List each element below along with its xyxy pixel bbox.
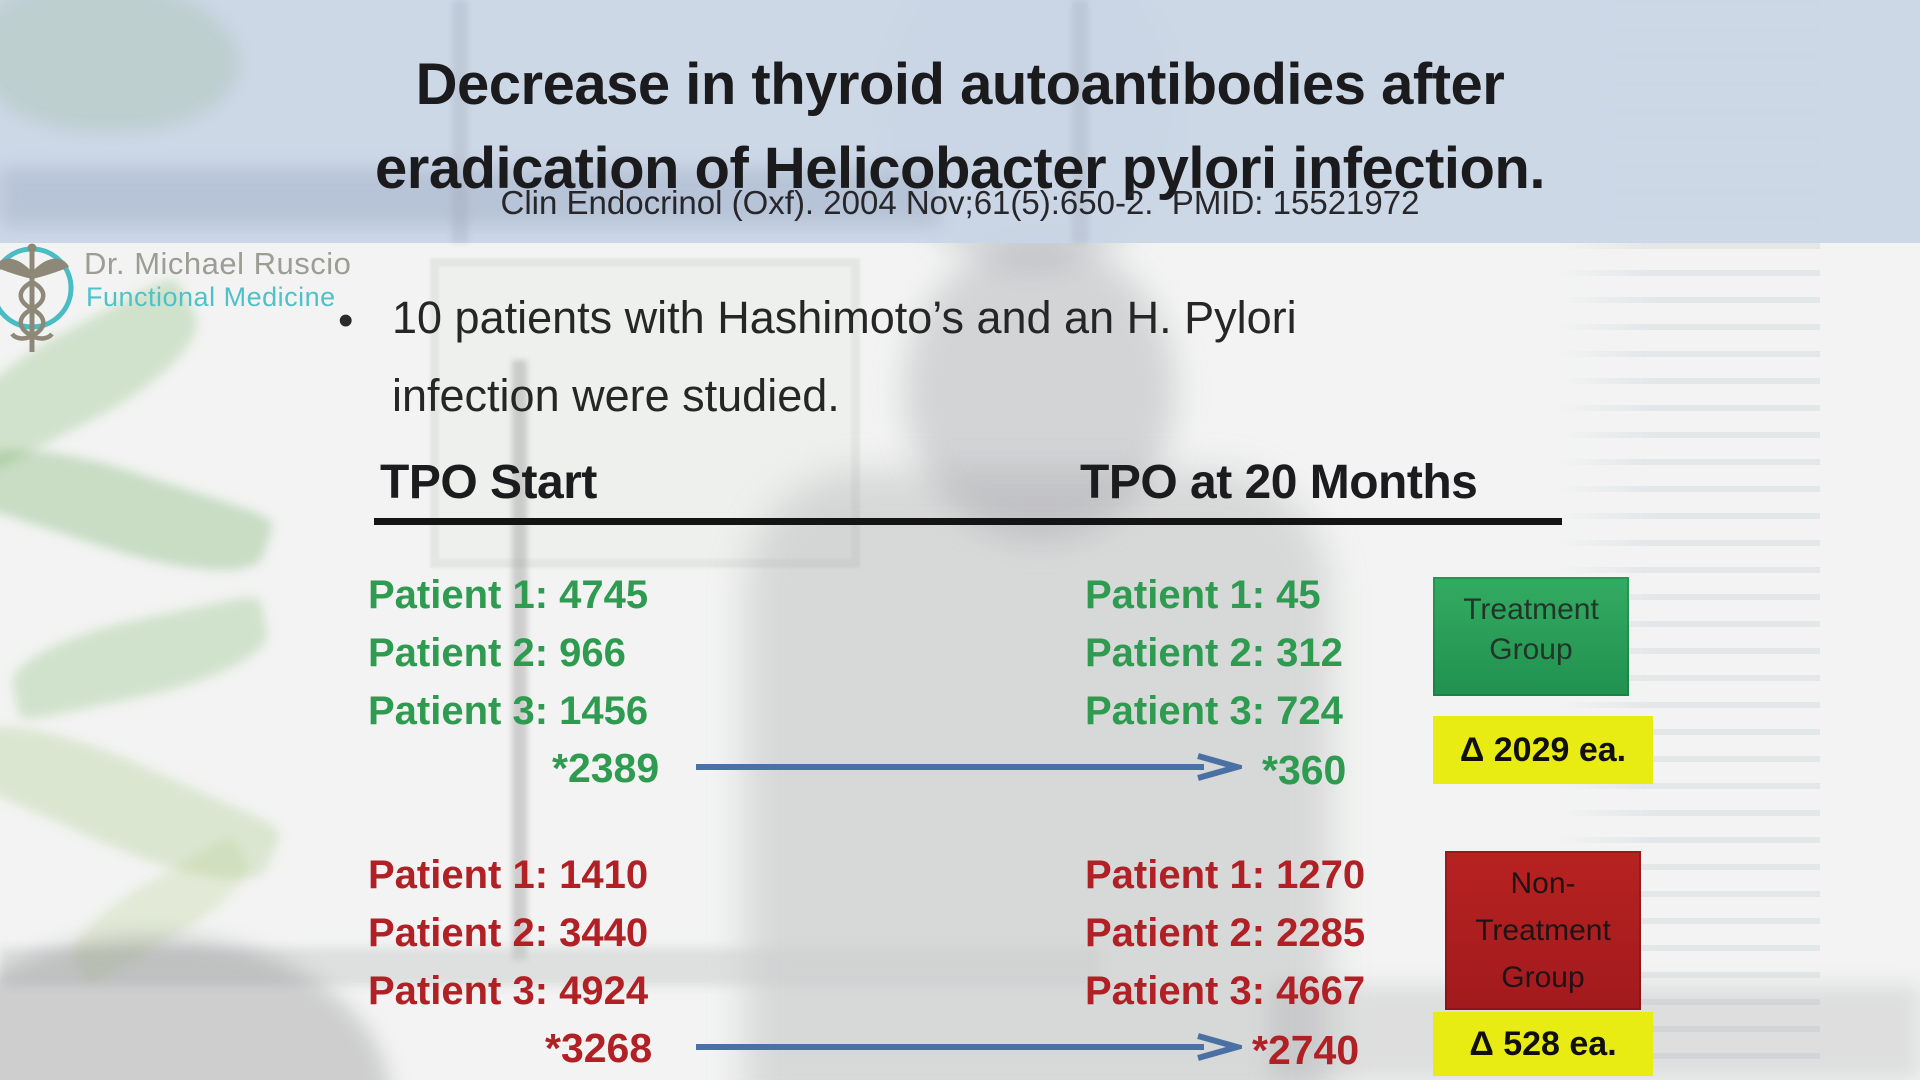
table-row: Patient 3: 724 xyxy=(1085,689,1343,733)
non-treatment-start-average: *3268 xyxy=(545,1025,653,1071)
table-row: Patient 1: 4745 xyxy=(368,573,649,617)
column-header-tpo-20-months: TPO at 20 Months xyxy=(1080,456,1478,509)
non-treatment-group-label-line-2: Treatment xyxy=(1475,914,1611,947)
background-wall-edge xyxy=(452,0,468,243)
logo: Dr. Michael Ruscio Functional Medicine xyxy=(0,238,420,358)
treatment-end-values: Patient 1: 45 Patient 2: 312 Patient 3: … xyxy=(1085,566,1505,740)
citation: Clin Endocrinol (Oxf). 2004 Nov;61(5):65… xyxy=(500,184,1420,221)
column-header-tpo-start: TPO Start xyxy=(380,456,597,509)
treatment-end-average: *360 xyxy=(1262,747,1347,793)
non-treatment-group-box: Non- Treatment Group xyxy=(1445,851,1641,1010)
table-row: Patient 1: 45 xyxy=(1085,573,1321,617)
table-row: Patient 2: 966 xyxy=(368,631,626,675)
logo-subtitle: Functional Medicine xyxy=(86,282,336,312)
background-plant-leaf xyxy=(4,593,276,723)
treatment-group-label-line-2: Group xyxy=(1489,633,1573,666)
page-title: Decrease in thyroid autoantibodies after… xyxy=(0,43,1920,211)
bullet-text-line-1: 10 patients with Hashimoto’s and an H. P… xyxy=(392,292,1297,343)
table-row: Patient 1: 1270 xyxy=(1085,853,1366,897)
treatment-delta-box: Δ 2029 ea. xyxy=(1433,716,1653,784)
table-row: Patient 2: 3440 xyxy=(368,911,649,955)
treatment-start-average: *2389 xyxy=(552,745,660,791)
table-row: Patient 2: 312 xyxy=(1085,631,1343,675)
arrow-right-icon xyxy=(696,1033,1242,1061)
background-wall-edge xyxy=(512,360,527,960)
background-picture-frame xyxy=(430,258,860,568)
bullet-text-line-2: infection were studied. xyxy=(392,370,840,421)
background-window-sill xyxy=(0,948,1100,986)
background-shelf-shadow xyxy=(0,168,940,226)
caduceus-icon xyxy=(0,243,74,352)
non-treatment-group-label-line-1: Non- xyxy=(1510,867,1576,900)
bullet-icon: • xyxy=(338,296,354,345)
non-treatment-end-values: Patient 1: 1270 Patient 2: 2285 Patient … xyxy=(1085,846,1505,1020)
table-row: Patient 3: 4667 xyxy=(1085,969,1366,1013)
logo-name: Dr. Michael Ruscio xyxy=(84,246,352,281)
background-figure-head xyxy=(905,240,1175,540)
table-row: Patient 1: 1410 xyxy=(368,853,649,897)
title-band xyxy=(0,0,1920,243)
title-line-2: eradication of Helicobacter pylori infec… xyxy=(375,135,1545,201)
treatment-start-values: Patient 1: 4745 Patient 2: 966 Patient 3… xyxy=(368,566,788,740)
table-row: Patient 3: 4924 xyxy=(368,969,649,1013)
non-treatment-start-values: Patient 1: 1410 Patient 2: 3440 Patient … xyxy=(368,846,788,1020)
table-row: Patient 2: 2285 xyxy=(1085,911,1366,955)
table-row: Patient 3: 1456 xyxy=(368,689,649,733)
background-plant-leaf xyxy=(0,0,240,132)
background-plant-leaf xyxy=(0,425,276,595)
non-treatment-end-average: *2740 xyxy=(1252,1027,1360,1073)
arrow-right-icon xyxy=(696,753,1242,781)
title-line-1: Decrease in thyroid autoantibodies after xyxy=(415,51,1505,117)
header-underline xyxy=(374,518,1562,525)
treatment-group-box: Treatment Group xyxy=(1433,577,1629,696)
non-treatment-delta-box: Δ 528 ea. xyxy=(1433,1012,1653,1076)
background-wall-edge xyxy=(1072,0,1088,243)
treatment-group-label-line-1: Treatment xyxy=(1463,593,1599,626)
non-treatment-group-label-line-3: Group xyxy=(1501,961,1585,994)
